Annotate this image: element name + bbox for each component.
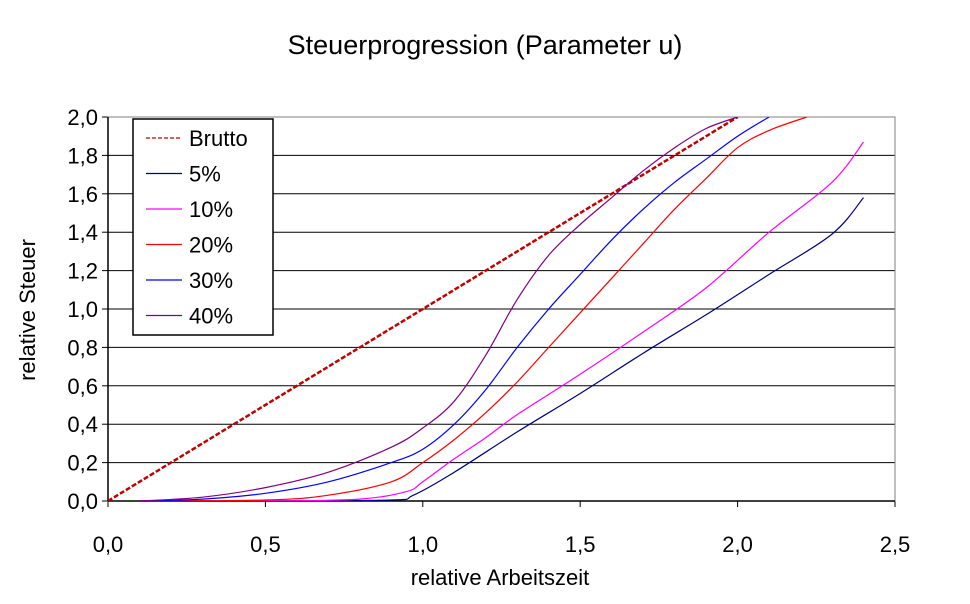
y-tick-label: 0,4 <box>67 412 98 437</box>
series-line-20pct <box>139 117 808 501</box>
series-group <box>108 117 864 501</box>
legend-label-5pct: 5% <box>189 162 221 187</box>
y-tick-label: 0,6 <box>67 374 98 399</box>
x-tick-label: 2,5 <box>880 532 911 557</box>
y-tick-label: 1,4 <box>67 220 98 245</box>
y-tick-label: 1,0 <box>67 297 98 322</box>
legend-label-30pct: 30% <box>189 268 233 293</box>
series-line-30pct <box>139 117 770 501</box>
x-tick-label: 0,5 <box>250 532 281 557</box>
x-tick-labels: 0,0 0,5 1,0 1,5 2,0 2,5 <box>93 532 911 557</box>
y-tick-labels: 0,0 0,2 0,4 0,6 0,8 1,0 1,2 1,4 1,6 1,8 2,0 <box>67 105 98 514</box>
series-line-brutto <box>108 117 739 501</box>
legend-label-brutto: Brutto <box>189 126 248 151</box>
x-tick-label: 1,5 <box>565 532 596 557</box>
legend: Brutto 5% 10% 20% 30% 40% <box>132 118 274 336</box>
y-tick-label: 1,2 <box>67 259 98 284</box>
legend-label-40pct: 40% <box>189 304 233 329</box>
legend-label-20pct: 20% <box>189 233 233 258</box>
legend-label-10pct: 10% <box>189 197 233 222</box>
x-axis-label: relative Arbeitszeit <box>411 565 590 590</box>
chart-title: Steuerprogression (Parameter u) <box>288 30 683 60</box>
series-line-10pct <box>139 141 864 501</box>
series-line-40pct <box>139 117 738 501</box>
x-tick-label: 2,0 <box>722 532 753 557</box>
y-tick-label: 0,2 <box>67 451 98 476</box>
y-tick-label: 0,8 <box>67 335 98 360</box>
y-axis-label: relative Steuer <box>15 239 40 381</box>
y-tick-label: 1,6 <box>67 182 98 207</box>
series-line-5pct <box>139 197 864 501</box>
y-tick-label: 2,0 <box>67 105 98 130</box>
legend-box <box>132 118 274 336</box>
x-tick-label: 0,0 <box>93 532 124 557</box>
y-tick-label: 1,8 <box>67 143 98 168</box>
x-tick-label: 1,0 <box>408 532 439 557</box>
y-tick-label: 0,0 <box>67 489 98 514</box>
